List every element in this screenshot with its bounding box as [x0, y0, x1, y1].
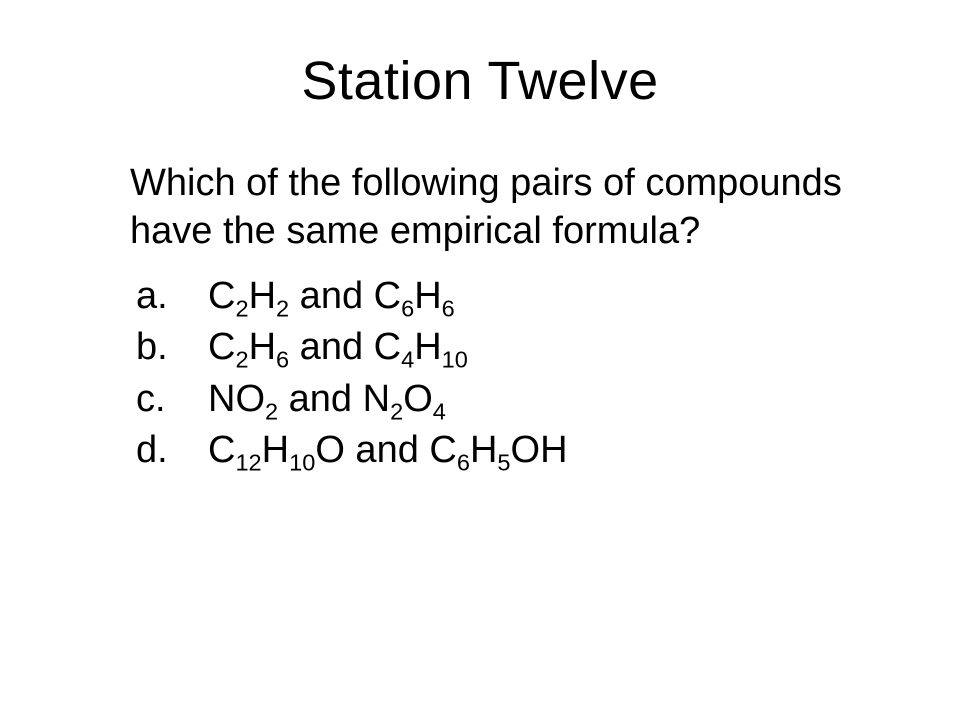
option-label: d. — [130, 425, 208, 476]
option-text: C12H10O and C6H5OH — [208, 425, 860, 476]
option-label: c. — [130, 374, 208, 425]
option-c: c. NO2 and N2O4 — [130, 374, 860, 425]
option-d: d. C12H10O and C6H5OH — [130, 425, 860, 476]
slide-title: Station Twelve — [60, 50, 900, 112]
option-text: NO2 and N2O4 — [208, 374, 860, 425]
question-text: Which of the following pairs of compound… — [130, 160, 860, 255]
option-label: a. — [130, 271, 208, 322]
slide-body: Which of the following pairs of compound… — [60, 160, 900, 476]
option-text: C2H2 and C6H6 — [208, 271, 860, 322]
option-label: b. — [130, 322, 208, 373]
option-text: C2H6 and C4H10 — [208, 322, 860, 373]
options-list: a. C2H2 and C6H6 b. C2H6 and C4H10 c. NO… — [130, 271, 860, 476]
slide: Station Twelve Which of the following pa… — [0, 0, 960, 720]
option-a: a. C2H2 and C6H6 — [130, 271, 860, 322]
option-b: b. C2H6 and C4H10 — [130, 322, 860, 373]
